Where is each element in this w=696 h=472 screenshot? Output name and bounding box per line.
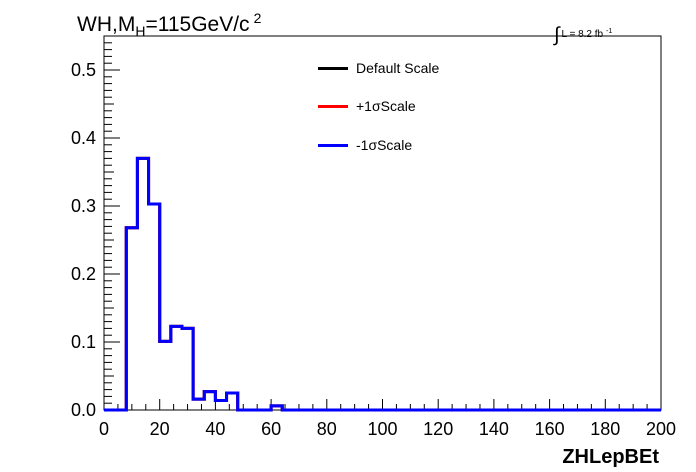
x-tick-label: 160 xyxy=(535,419,565,439)
luminosity-superscript: -1 xyxy=(606,27,613,35)
x-tick-label: 120 xyxy=(423,419,453,439)
x-tick-label: 80 xyxy=(317,419,337,439)
legend-item-default: Default Scale xyxy=(318,58,439,78)
legend-label-minus: -1σScale xyxy=(356,137,413,153)
series-line-default xyxy=(104,156,661,412)
y-tick-label: 0.1 xyxy=(71,332,96,352)
x-tick-label: 200 xyxy=(646,419,676,439)
y-tick-label: 0.2 xyxy=(71,264,96,284)
legend-label-plus: +1σScale xyxy=(356,98,416,114)
x-tick-label: 40 xyxy=(205,419,225,439)
x-tick-label: 0 xyxy=(99,419,109,439)
title-superscript: 2 xyxy=(253,10,262,26)
chart-title: WH,MH=115GeV/c 2 xyxy=(77,10,261,39)
legend-item-minus: -1σScale xyxy=(318,135,412,155)
y-tick-label: 0.4 xyxy=(71,128,96,148)
legend-swatch-default xyxy=(318,66,348,70)
x-tick-label: 140 xyxy=(479,419,509,439)
legend-swatch-minus xyxy=(318,143,348,147)
luminosity-text: L = 8.2 fb xyxy=(561,29,604,40)
plot-frame xyxy=(103,35,662,411)
y-tick-label: 0.3 xyxy=(71,196,96,216)
legend-label-default: Default Scale xyxy=(356,60,440,76)
x-tick-label: 180 xyxy=(590,419,620,439)
integral-symbol: ∫ xyxy=(554,24,560,46)
luminosity-label: ∫ L = 8.2 fb -1 xyxy=(554,20,613,46)
x-tick-label: 20 xyxy=(150,419,170,439)
y-tick-label: 0.5 xyxy=(71,60,96,80)
legend-swatch-plus xyxy=(318,104,348,108)
title-prefix: WH,M xyxy=(77,13,136,36)
series-line-plus-1-sigma xyxy=(104,156,661,412)
legend-item-plus: +1σScale xyxy=(318,96,416,116)
title-subscript: H xyxy=(135,23,146,40)
x-tick-label: 100 xyxy=(367,419,397,439)
title-middle: =115GeV/c xyxy=(145,13,250,36)
x-tick-label: 60 xyxy=(261,419,281,439)
series-line-minus-1-sigma xyxy=(104,156,661,412)
y-tick-label: 0.0 xyxy=(71,400,96,420)
x-axis-label: ZHLepBEt xyxy=(562,446,659,468)
